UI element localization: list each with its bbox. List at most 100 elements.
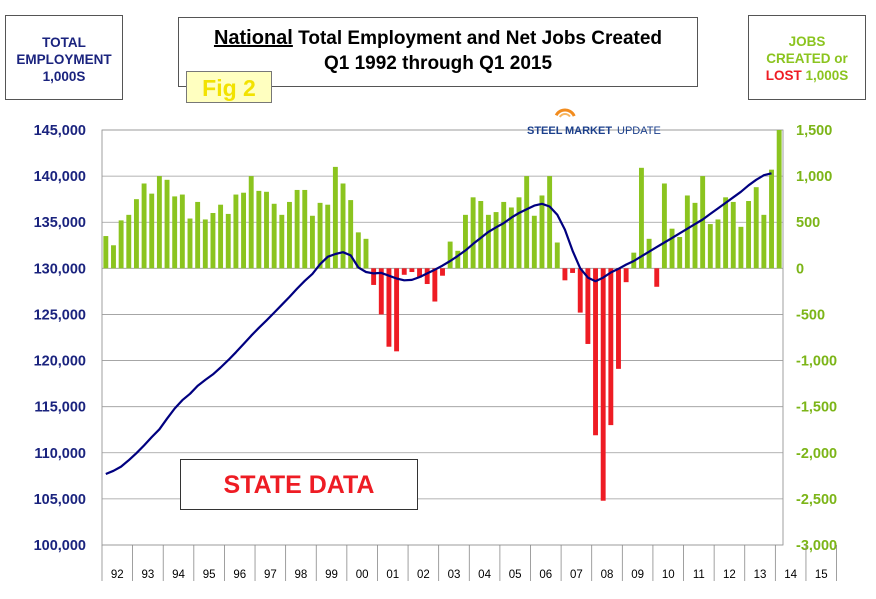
bar (761, 214, 767, 269)
bar (692, 202, 698, 269)
bar (202, 219, 208, 269)
x-tick-label: 02 (417, 569, 430, 581)
right-tick-label: -2,000 (796, 446, 837, 462)
left-tick-label: 115,000 (34, 400, 86, 416)
right-tick-label: -1,500 (796, 400, 837, 416)
figure-label: Fig 2 (186, 71, 272, 103)
bar (118, 220, 124, 269)
bar (769, 169, 774, 269)
bar (279, 214, 285, 269)
bar (508, 207, 514, 269)
bar (126, 214, 132, 269)
x-tick-label: 05 (509, 569, 522, 581)
x-tick-label: 95 (203, 569, 216, 581)
bar (600, 268, 606, 501)
bar (493, 212, 499, 269)
lost-label: LOST (765, 68, 802, 83)
bar (271, 203, 277, 269)
bar (256, 190, 262, 269)
bar (570, 268, 576, 273)
units-label: 1,000S (805, 68, 849, 83)
x-tick-label: 00 (356, 569, 369, 581)
bar (684, 195, 690, 269)
x-tick-label: 01 (386, 569, 399, 581)
left-tick-label: 125,000 (34, 307, 86, 323)
bar (723, 197, 729, 269)
right-axis-label-line2: CREATED or (766, 51, 848, 66)
logo-market: MARKET (565, 125, 612, 137)
bar (776, 130, 782, 269)
bar (669, 228, 675, 269)
bar (478, 201, 484, 269)
logo-update: UPDATE (617, 125, 661, 137)
right-tick-label: 1,500 (796, 123, 832, 139)
left-tick-label: 100,000 (34, 538, 86, 554)
right-tick-label: -500 (796, 307, 825, 323)
bar (463, 214, 468, 269)
bar (485, 214, 491, 269)
bar (332, 166, 338, 269)
bar (638, 167, 644, 269)
title-national: National (213, 27, 293, 49)
x-tick-label: 06 (539, 569, 552, 581)
logo-swoosh-icon (553, 108, 577, 132)
x-tick-label: 96 (233, 569, 246, 581)
bar (172, 196, 178, 269)
x-tick-label: 14 (784, 569, 797, 581)
bar (593, 268, 598, 436)
bar (401, 268, 407, 275)
left-tick-label: 145,000 (34, 123, 86, 139)
bar (539, 195, 545, 269)
right-tick-label: -2,500 (796, 492, 837, 508)
bar (707, 224, 713, 269)
left-tick-label: 135,000 (34, 215, 86, 231)
left-tick-label: 105,000 (34, 492, 86, 508)
right-tick-label: 1,000 (796, 169, 832, 185)
logo-steel: STEEL (527, 125, 563, 137)
bar (309, 215, 315, 269)
bar (424, 268, 430, 285)
bar (386, 268, 392, 347)
bar (516, 197, 522, 269)
left-tick-label: 110,000 (34, 446, 86, 462)
bar (531, 215, 537, 269)
bar (302, 189, 308, 269)
bar (616, 268, 621, 369)
bar (432, 268, 438, 302)
bar (608, 268, 614, 426)
bar (746, 201, 752, 269)
left-axis-label-line1: TOTAL (42, 35, 86, 50)
x-tick-label: 10 (662, 569, 675, 581)
plot-area (101, 129, 784, 546)
title-line2: Q1 1992 through Q1 2015 (323, 53, 553, 74)
x-tick-label: 92 (111, 569, 124, 581)
bar (554, 242, 560, 269)
right-axis-label-box: JOBS CREATED or LOST 1,000S (748, 15, 866, 100)
bar (447, 241, 453, 269)
x-tick-label: 12 (723, 569, 736, 581)
bar (378, 268, 384, 315)
bar (700, 176, 706, 269)
x-tick-label: 03 (448, 569, 461, 581)
bar (524, 176, 530, 269)
bar (179, 194, 185, 269)
bar (218, 204, 224, 269)
bar (440, 268, 445, 276)
x-tick-label: 07 (570, 569, 583, 581)
bar (753, 187, 759, 269)
x-tick-label: 08 (601, 569, 614, 581)
bar (646, 238, 652, 269)
x-tick-label: 94 (172, 569, 185, 581)
bar (348, 200, 354, 269)
bar (455, 250, 461, 269)
bar (187, 218, 193, 269)
x-tick-label: 15 (815, 569, 828, 581)
left-axis-label-line3: 1,000S (42, 69, 86, 84)
bar (547, 176, 553, 269)
x-tick-label: 11 (693, 569, 705, 581)
bar (164, 179, 170, 269)
bar (133, 199, 139, 269)
bar (149, 193, 155, 269)
x-tick-label: 98 (295, 569, 308, 581)
